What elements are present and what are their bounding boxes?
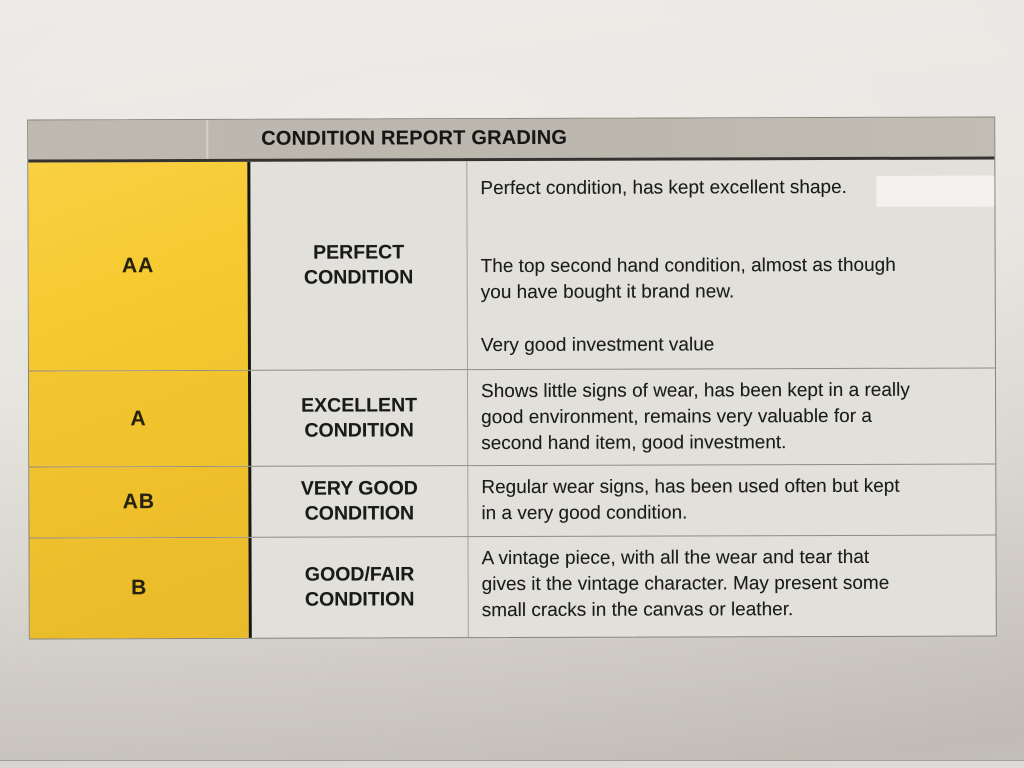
condition-label-line: EXCELLENT	[301, 393, 418, 417]
description-paragraph: The top second hand condition, almost as…	[480, 254, 896, 304]
table-header-row: CONDITION REPORT GRADING	[28, 117, 995, 163]
condition-label-line: CONDITION	[303, 266, 414, 289]
condition-label-line: CONDITION	[304, 418, 414, 442]
condition-label-line: VERY GOOD	[300, 477, 418, 500]
table-row-grade-b: B GOOD/FAIR CONDITION A vintage piece, w…	[29, 534, 996, 639]
condition-label: GOOD/FAIR CONDITION	[251, 537, 469, 638]
description-paragraph: Regular wear signs, has been used often …	[481, 475, 900, 525]
whiteout-patch	[876, 175, 995, 207]
condition-label-line: GOOD/FAIR	[304, 563, 415, 586]
header-column-divider	[206, 119, 209, 159]
description-paragraph: Perfect condition, has kept excellent sh…	[480, 176, 847, 200]
condition-description: Regular wear signs, has been used often …	[468, 464, 995, 536]
grade-cell: B	[29, 537, 252, 639]
grade-cell: AA	[28, 161, 251, 371]
condition-label: PERFECT CONDITION	[250, 161, 468, 370]
condition-label-line: PERFECT	[313, 241, 405, 264]
condition-label: VERY GOOD CONDITION	[251, 466, 469, 537]
condition-label-line: CONDITION	[304, 502, 415, 525]
condition-label: EXCELLENT CONDITION	[250, 370, 469, 466]
condition-description: Shows little signs of wear, has been kep…	[468, 368, 995, 465]
description-paragraph: Very good investment value	[480, 334, 715, 357]
condition-description: A vintage piece, with all the wear and t…	[468, 535, 995, 637]
table-title: CONDITION REPORT GRADING	[261, 126, 568, 150]
condition-grading-table: CONDITION REPORT GRADING AA PERFECT COND…	[27, 116, 997, 640]
grade-cell: AB	[29, 466, 252, 538]
table-row-grade-aa: AA PERFECT CONDITION Perfect condition, …	[28, 159, 995, 371]
description-paragraph: A vintage piece, with all the wear and t…	[481, 546, 890, 622]
condition-label-line: CONDITION	[304, 588, 415, 611]
table-row-grade-ab: AB VERY GOOD CONDITION Regular wear sign…	[29, 463, 996, 538]
grade-cell: A	[28, 370, 252, 467]
description-paragraph: Shows little signs of wear, has been kep…	[481, 379, 910, 455]
photo-bottom-edge	[0, 760, 1024, 768]
table-row-grade-a: A EXCELLENT CONDITION Shows little signs…	[28, 367, 996, 467]
